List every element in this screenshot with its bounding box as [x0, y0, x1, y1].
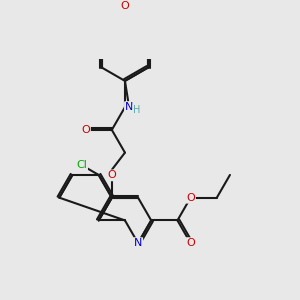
Text: O: O — [121, 1, 129, 11]
Text: N: N — [125, 102, 133, 112]
Text: O: O — [186, 193, 195, 203]
Text: O: O — [186, 238, 195, 248]
Text: O: O — [107, 170, 116, 180]
Text: N: N — [134, 238, 142, 248]
Text: Cl: Cl — [76, 160, 87, 170]
Text: H: H — [133, 105, 141, 115]
Text: O: O — [81, 125, 90, 135]
